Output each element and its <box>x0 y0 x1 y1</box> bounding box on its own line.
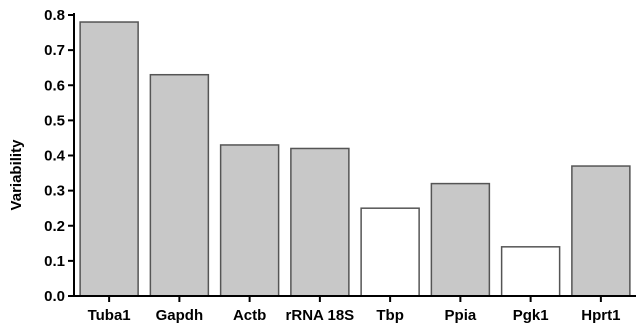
bar-hprt1 <box>571 165 631 297</box>
bars <box>79 21 631 297</box>
x-tick-label: Tbp <box>376 307 404 324</box>
x-tick-label: Actb <box>233 307 266 324</box>
x-tick-label: Ppia <box>445 307 477 324</box>
y-tick-label: 0.1 <box>44 253 65 270</box>
x-tick-label: Tuba1 <box>88 307 131 324</box>
bar-actb <box>219 144 280 297</box>
y-tick-label: 0.8 <box>44 7 65 24</box>
y-tick-label: 0.5 <box>44 112 65 129</box>
y-tick-label: 0.4 <box>44 148 66 165</box>
bar-pgk1 <box>500 246 561 297</box>
x-tick-label: rRNA 18S <box>286 307 355 324</box>
bar-gapdh <box>149 73 210 297</box>
y-tick-label: 0.6 <box>44 77 65 94</box>
y-tick-label: 0.7 <box>44 42 65 59</box>
y-axis: 0.0 0.1 0.2 0.3 0.4 0.5 0.6 0.7 0.8 <box>44 7 75 305</box>
y-tick-label: 0.3 <box>44 183 65 200</box>
bar-tuba1 <box>79 21 139 297</box>
x-tick-label: Gapdh <box>156 307 204 324</box>
y-tick-label: 0.2 <box>44 218 65 235</box>
y-axis-title: Variability <box>8 139 25 211</box>
bar-tbp <box>360 207 420 297</box>
x-tick-label: Hprt1 <box>581 307 620 324</box>
x-axis: Tuba1 Gapdh Actb rRNA 18S Tbp Ppia Pgk1 Hprt1 <box>68 295 636 324</box>
y-tick-label: 0.0 <box>44 288 65 305</box>
bar-rrna-18s <box>290 147 350 297</box>
x-tick-label: Pgk1 <box>513 307 549 324</box>
bar-ppia <box>430 182 491 297</box>
